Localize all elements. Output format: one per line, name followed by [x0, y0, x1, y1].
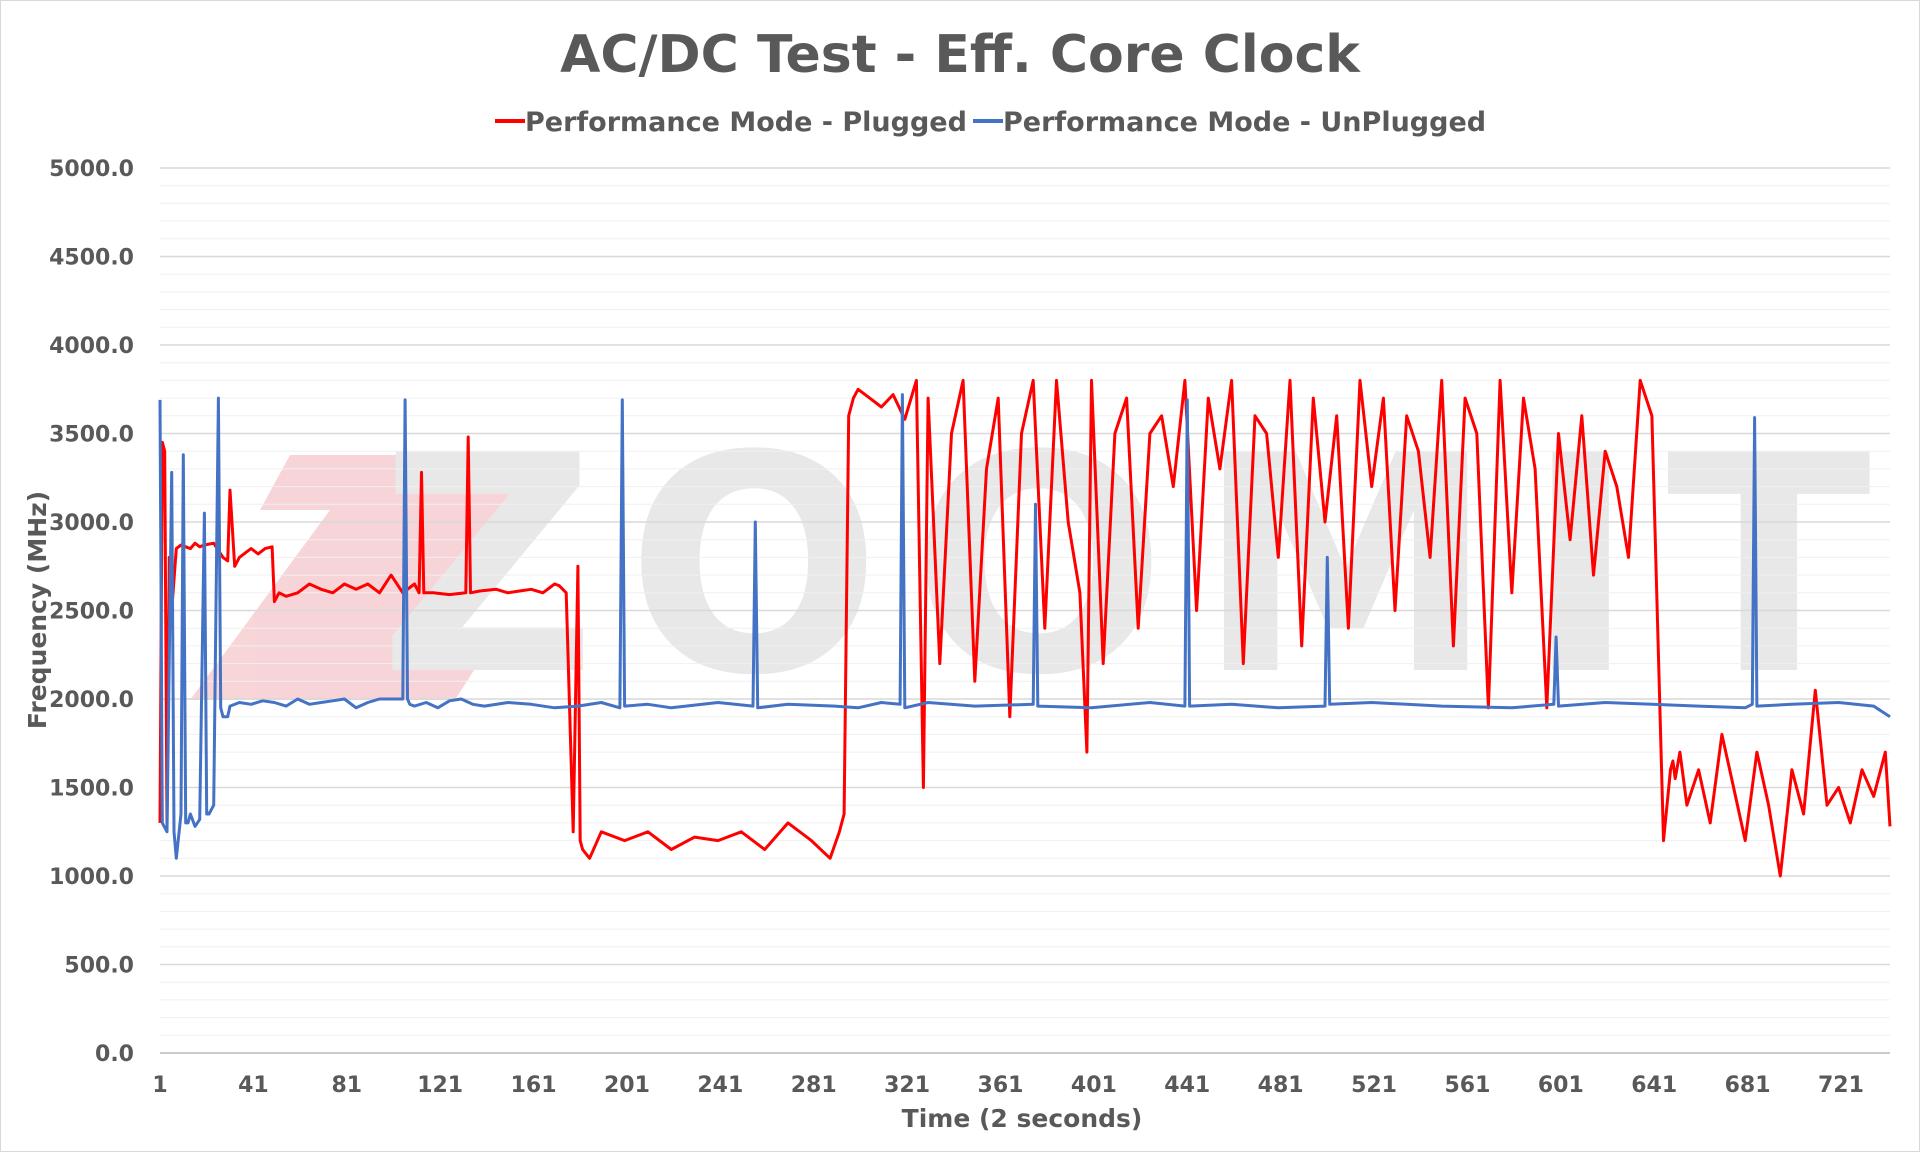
y-tick-label: 1000.0 [49, 865, 134, 890]
y-tick-label: 1500.0 [49, 777, 134, 802]
y-tick-label: 500.0 [64, 954, 134, 979]
x-tick-label: 401 [1071, 1073, 1117, 1098]
x-axis-label: Time (2 seconds) [902, 1104, 1143, 1133]
x-tick-label: 481 [1258, 1073, 1304, 1098]
x-tick-label: 241 [697, 1073, 743, 1098]
x-axis-ticks: 1 41 81 121 161 201 241 281 321 361 401 441 481 521 56… [152, 1073, 1864, 1098]
watermark-text: ZOOMIT [379, 392, 1901, 741]
x-tick-label: 561 [1444, 1073, 1490, 1098]
y-tick-label: 5000.0 [49, 157, 134, 182]
gridlines [160, 167, 1890, 1054]
x-tick-label: 281 [791, 1073, 837, 1098]
x-tick-label: 681 [1725, 1073, 1771, 1098]
series-layer [158, 378, 1892, 878]
x-tick-label: 641 [1631, 1073, 1677, 1098]
x-tick-label: 201 [604, 1073, 650, 1098]
y-tick-label: 0.0 [95, 1042, 134, 1067]
x-tick-label: 121 [417, 1073, 463, 1098]
chart-title: AC/DC Test - Eff. Core Clock [560, 25, 1361, 85]
y-axis-ticks: 0.0 500.0 1000.0 1500.0 2000.0 2500.0 3000.0 35… [49, 157, 134, 1067]
x-tick-label: 721 [1818, 1073, 1864, 1098]
x-tick-label: 41 [238, 1073, 269, 1098]
watermark-logo-shape [190, 455, 570, 700]
x-tick-label: 321 [884, 1073, 930, 1098]
y-tick-label: 2000.0 [49, 688, 134, 713]
y-tick-label: 4000.0 [49, 334, 134, 359]
legend-label-plugged: Performance Mode - Plugged [525, 107, 967, 138]
x-tick-label: 1 [152, 1073, 167, 1098]
x-tick-label: 441 [1164, 1073, 1210, 1098]
y-axis-label: Frequency (MHz) [23, 491, 52, 729]
zoomit-watermark: ZOOMIT [190, 392, 1901, 741]
legend-label-unplugged: Performance Mode - UnPlugged [1003, 107, 1486, 138]
series-line-unplugged [158, 393, 1891, 860]
y-tick-label: 4500.0 [49, 246, 134, 271]
x-tick-label: 81 [331, 1073, 362, 1098]
x-tick-label: 521 [1351, 1073, 1397, 1098]
x-tick-label: 161 [511, 1073, 557, 1098]
y-tick-label: 2500.0 [49, 600, 134, 625]
y-tick-label: 3000.0 [49, 511, 134, 536]
x-tick-label: 361 [978, 1073, 1024, 1098]
legend: Performance Mode - Plugged Performance M… [495, 107, 1486, 138]
x-tick-label: 601 [1538, 1073, 1584, 1098]
series-line-plugged [158, 378, 1892, 878]
y-tick-label: 3500.0 [49, 423, 134, 448]
